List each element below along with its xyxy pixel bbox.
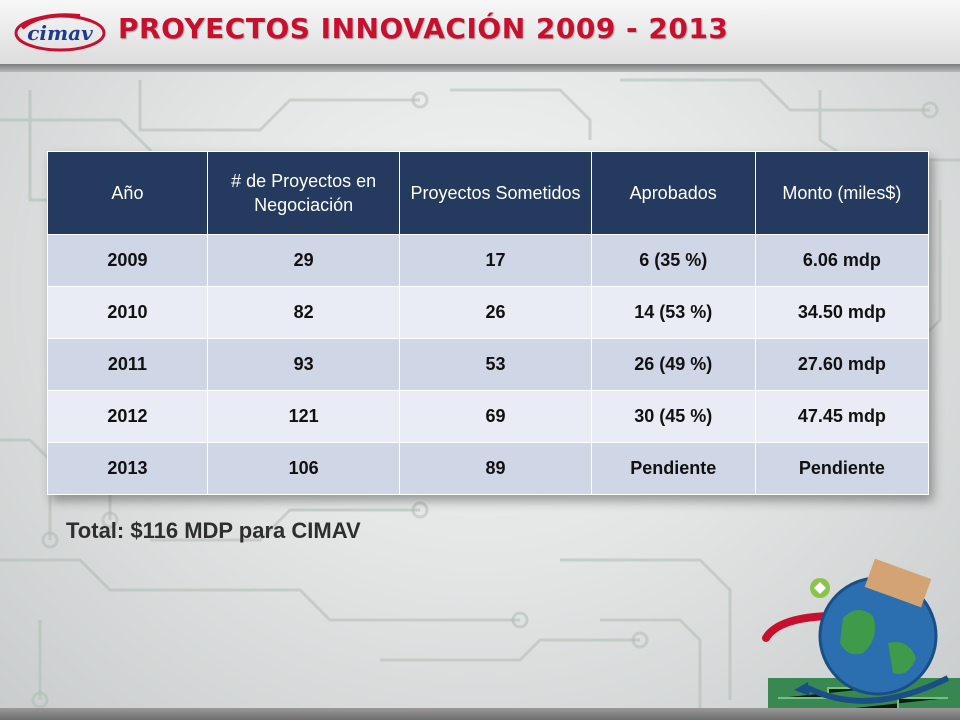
total-summary: Total: $116 MDP para CIMAV (66, 518, 361, 543)
table-cell: Pendiente (754, 442, 930, 495)
table-cell: 106 (206, 442, 401, 495)
table-cell: 121 (206, 390, 401, 443)
column-header-projects-negotiation: # de Proyectos en Negociación (206, 151, 401, 235)
column-header-projects-submitted: Proyectos Sometidos (399, 151, 592, 235)
table-cell: 2013 (47, 442, 208, 495)
table-cell: 82 (206, 286, 401, 339)
table-cell: 29 (206, 234, 401, 287)
table-row: 2013 106 89 Pendiente Pendiente (47, 442, 930, 495)
table-cell: 69 (399, 390, 592, 443)
table-cell: 2009 (47, 234, 208, 287)
table-cell: 30 (45 %) (590, 390, 756, 443)
table-cell: 47.45 mdp (754, 390, 930, 443)
table-cell: 2011 (47, 338, 208, 391)
table-cell: 93 (206, 338, 401, 391)
table-cell: 2012 (47, 390, 208, 443)
table-cell: 14 (53 %) (590, 286, 756, 339)
table-row: 2011 93 53 26 (49 %) 27.60 mdp (47, 338, 930, 391)
page-title: PROYECTOS INNOVACIÓN 2009 - 2013 (118, 12, 729, 45)
table-cell: 27.60 mdp (754, 338, 930, 391)
column-header-year: Año (47, 151, 208, 235)
table-cell: Pendiente (590, 442, 756, 495)
table-cell: 6.06 mdp (754, 234, 930, 287)
table-cell: 17 (399, 234, 592, 287)
table-cell: 2010 (47, 286, 208, 339)
table-cell: 26 (399, 286, 592, 339)
table-row: 2012 121 69 30 (45 %) 47.45 mdp (47, 390, 930, 443)
globe-illustration (762, 558, 960, 720)
header-divider (0, 64, 960, 72)
projects-table: Año # de Proyectos en Negociación Proyec… (47, 151, 930, 495)
table-cell: 34.50 mdp (754, 286, 930, 339)
column-header-amount: Monto (miles$) (754, 151, 930, 235)
table-row: 2009 29 17 6 (35 %) 6.06 mdp (47, 234, 930, 287)
cimav-logo: cimav (14, 13, 106, 52)
footer-bar (0, 708, 960, 720)
table-cell: 89 (399, 442, 592, 495)
table-row: 2010 82 26 14 (53 %) 34.50 mdp (47, 286, 930, 339)
header-bar (0, 0, 960, 66)
column-header-approved: Aprobados (590, 151, 756, 235)
logo-text: cimav (27, 21, 93, 45)
table-cell: 6 (35 %) (590, 234, 756, 287)
table-cell: 26 (49 %) (590, 338, 756, 391)
table-header-row: Año # de Proyectos en Negociación Proyec… (47, 151, 930, 235)
table-cell: 53 (399, 338, 592, 391)
